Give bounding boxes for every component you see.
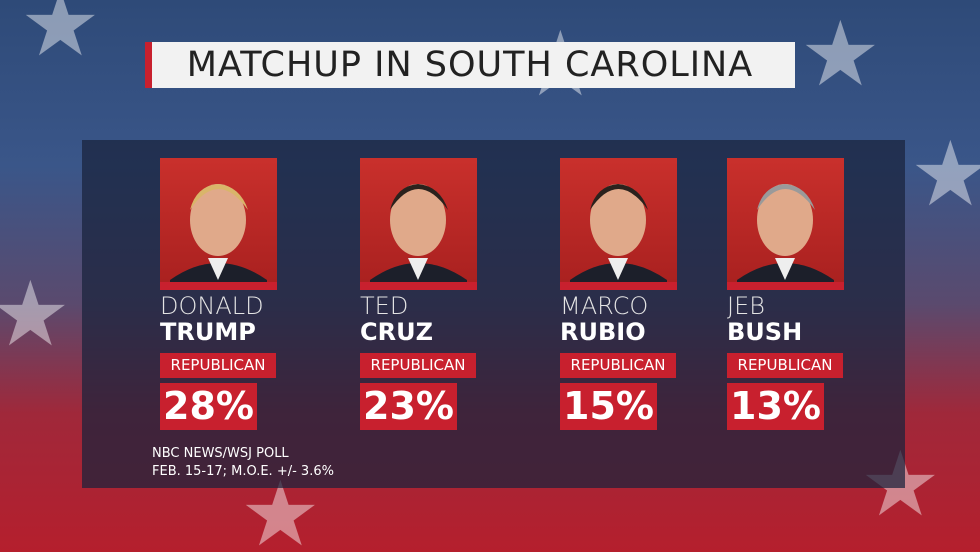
last-name: CRUZ [360,318,433,346]
poll-percent: 13% [727,383,824,430]
source-line: FEB. 15-17; M.O.E. +/- 3.6% [152,464,334,479]
last-name: TRUMP [160,318,256,346]
star: ★ [910,122,980,227]
star: ★ [0,262,71,367]
portrait [360,158,477,290]
party-badge: REPUBLICAN [560,353,676,378]
last-name: BUSH [727,318,803,346]
poll-percent: 28% [160,383,257,430]
portrait-figure [727,184,844,290]
first-name: JEB [727,292,765,320]
poll-percent: 23% [360,383,457,430]
portrait [560,158,677,290]
star: ★ [800,2,881,107]
portrait [727,158,844,290]
party-badge: REPUBLICAN [360,353,476,378]
poll-percent: 15% [560,383,657,430]
first-name: TED [360,292,409,320]
portrait-figure [160,184,277,290]
portrait-figure [560,184,677,290]
party-badge: REPUBLICAN [160,353,276,378]
first-name: DONALD [160,292,264,320]
title: MATCHUP IN SOUTH CAROLINA [145,42,795,88]
party-badge: REPUBLICAN [727,353,843,378]
portrait-figure [360,184,477,290]
portrait [160,158,277,290]
first-name: MARCO [560,292,649,320]
star: ★ [20,0,101,77]
source-line: NBC NEWS/WSJ POLL [152,446,289,461]
last-name: RUBIO [560,318,646,346]
